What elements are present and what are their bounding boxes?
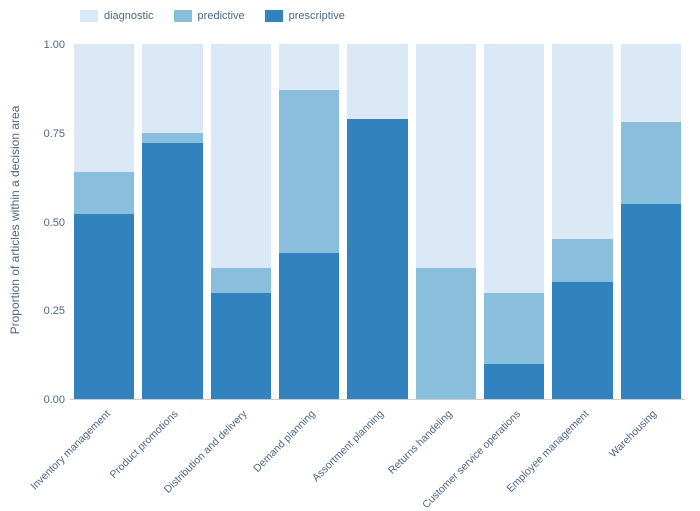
legend-label-diagnostic: diagnostic: [104, 10, 154, 22]
bar-segment-diagnostic: [484, 44, 544, 293]
legend-item-prescriptive: prescriptive: [265, 10, 345, 22]
xtick-slot: Warehousing: [617, 402, 685, 492]
bar-stack: [416, 44, 476, 399]
ytick: 0.00: [44, 394, 65, 406]
bar-segment-predictive: [211, 268, 271, 293]
bar-stack: [621, 44, 681, 399]
xtick-slot: Demand planning: [275, 402, 343, 492]
bar-segment-prescriptive: [211, 293, 271, 400]
bar-slot: [138, 45, 206, 399]
bar-segment-prescriptive: [74, 214, 134, 399]
bar-segment-diagnostic: [621, 44, 681, 122]
bar-segment-prescriptive: [484, 364, 544, 400]
bar-slot: [548, 45, 616, 399]
bar-slot: [70, 45, 138, 399]
bar-segment-diagnostic: [211, 44, 271, 268]
plot-area: [70, 45, 685, 400]
bar-segment-predictive: [74, 172, 134, 215]
bar-segment-prescriptive: [621, 204, 681, 399]
bar-segment-predictive: [142, 133, 202, 144]
bar-slot: [207, 45, 275, 399]
bar-slot: [480, 45, 548, 399]
bar-segment-predictive: [416, 268, 476, 399]
xtick-label: Inventory management: [28, 408, 112, 492]
bar-segment-diagnostic: [552, 44, 612, 239]
xtick-slot: Inventory management: [70, 402, 138, 492]
bar-slot: [617, 45, 685, 399]
bar-segment-diagnostic: [74, 44, 134, 172]
bar-slot: [275, 45, 343, 399]
bar-segment-predictive: [279, 90, 339, 253]
bar-stack: [142, 44, 202, 399]
bar-stack: [279, 44, 339, 399]
bar-segment-diagnostic: [279, 44, 339, 90]
legend-item-diagnostic: diagnostic: [80, 10, 154, 22]
bar-slot: [343, 45, 411, 399]
bar-segment-diagnostic: [347, 44, 407, 119]
bar-stack: [347, 44, 407, 399]
xtick-slot: Assortment planning: [343, 402, 411, 492]
legend-swatch-diagnostic: [80, 10, 98, 22]
legend-label-predictive: predictive: [198, 10, 245, 22]
bar-segment-prescriptive: [347, 119, 407, 399]
ytick: 1.00: [44, 39, 65, 51]
bar-stack: [211, 44, 271, 399]
bar-segment-prescriptive: [279, 253, 339, 399]
bars: [70, 45, 685, 399]
bar-segment-prescriptive: [552, 282, 612, 399]
legend-label-prescriptive: prescriptive: [289, 10, 345, 22]
legend-swatch-prescriptive: [265, 10, 283, 22]
ytick: 0.25: [44, 305, 65, 317]
bar-segment-prescriptive: [142, 143, 202, 399]
bar-slot: [412, 45, 480, 399]
legend-swatch-predictive: [174, 10, 192, 22]
bar-segment-diagnostic: [416, 44, 476, 268]
legend: diagnostic predictive prescriptive: [80, 10, 345, 22]
xtick-slot: Distribution and delivery: [207, 402, 275, 492]
bar-segment-predictive: [621, 122, 681, 204]
ytick: 0.75: [44, 128, 65, 140]
bar-segment-predictive: [552, 239, 612, 282]
legend-item-predictive: predictive: [174, 10, 245, 22]
bar-segment-predictive: [484, 293, 544, 364]
y-axis-label: Proportion of articles within a decision…: [8, 106, 22, 335]
ytick: 0.50: [44, 217, 65, 229]
bar-stack: [552, 44, 612, 399]
bar-stack: [74, 44, 134, 399]
bar-segment-diagnostic: [142, 44, 202, 133]
x-axis-ticks: Inventory managementProduct promotionsDi…: [70, 402, 685, 492]
bar-stack: [484, 44, 544, 399]
stacked-bar-chart: diagnostic predictive prescriptive Proport…: [0, 0, 700, 500]
xtick-slot: Employee management: [548, 402, 616, 492]
y-axis-ticks: 0.000.250.500.751.00: [35, 45, 65, 400]
